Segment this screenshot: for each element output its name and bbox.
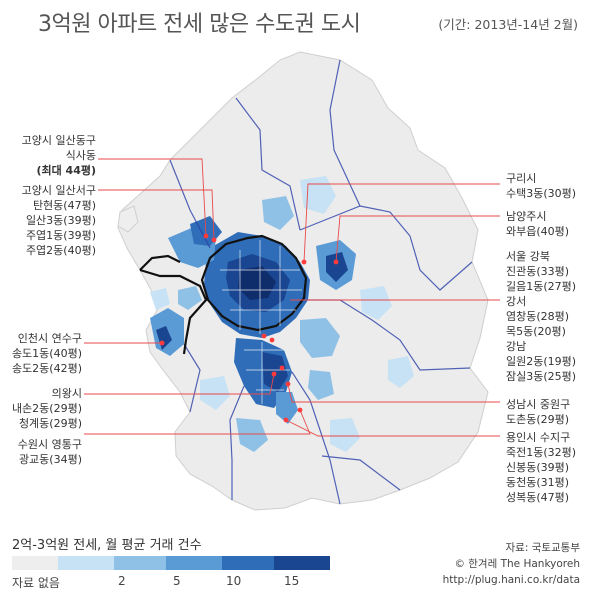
credits-url[interactable]: http://plug.hani.co.kr/data — [442, 574, 580, 586]
marker-6 — [333, 259, 339, 265]
legend-swatch-0 — [12, 556, 58, 570]
marker-5 — [301, 259, 307, 265]
marker-8 — [285, 381, 291, 387]
district-lines — [220, 240, 302, 404]
label-seoul: 서울 강북 진관동(33평) 길음1동(27평) 강서 염창동(28평) 목5동… — [506, 250, 577, 383]
marker-9 — [283, 417, 289, 423]
leader-ilsanseo — [98, 189, 215, 241]
leader-sisa — [98, 158, 207, 237]
leader-namyangju — [335, 215, 500, 263]
label-goyang-ilsan-seo: 고양시 일산서구 탄현동(47평) 일산3동(39평) 주엽1동(39평) 주엽… — [21, 184, 96, 257]
legend-tick-2: 2 — [118, 574, 126, 588]
label-seongnam-jungwon: 성남시 중원구 도촌동(29평) — [506, 398, 571, 426]
page-title: 3억원 아파트 전세 많은 수도권 도시 — [38, 12, 361, 37]
label-guri: 구리시 수택3동(30평) — [506, 172, 577, 200]
legend-no-data-label: 자료 없음 — [12, 576, 60, 590]
legend-tick-10: 10 — [226, 574, 242, 588]
leader-seongnam — [287, 383, 500, 403]
marker-2 — [159, 340, 165, 346]
marker-10 — [279, 365, 285, 371]
marker-7 — [261, 333, 267, 339]
credits: 자료: 국토교통부 © 한겨레 The Hankyoreh http://plu… — [443, 540, 580, 588]
credits-copyright: © 한겨레 The Hankyoreh — [454, 558, 580, 570]
marker-11 — [269, 337, 275, 343]
legend-color-bar — [12, 556, 330, 570]
credits-source: 자료: 국토교통부 — [505, 542, 581, 554]
label-goyang-ilsan-dong: 고양시 일산동구 식사동 (최대 44평) — [21, 134, 96, 177]
leader-yongin — [285, 419, 500, 437]
marker-3 — [271, 371, 277, 377]
legend-title: 2억-3억원 전세, 월 평균 거래 건수 — [12, 538, 202, 553]
marker-1 — [211, 237, 217, 243]
legend-tick-15: 15 — [284, 574, 300, 588]
leader-gwanggyo — [84, 409, 311, 435]
seoul-border — [139, 234, 308, 355]
legend-swatch-4 — [222, 556, 274, 570]
label-uiwang: 의왕시 내손2동(29평) 청계동(29평) — [11, 387, 82, 430]
legend-swatch-3 — [166, 556, 222, 570]
label-suwon-yeongtong: 수원시 영통구 광교동(34평) — [17, 438, 82, 466]
label-incheon-yeonsu: 인천시 연수구 송도1동(40평) 송도2동(42평) — [11, 332, 82, 375]
island-shape — [117, 205, 139, 233]
legend-swatch-5 — [274, 556, 330, 570]
label-yongin-suji: 용인시 수지구 죽전1동(32평) 신봉동(39평) 동천동(31평) 성복동(… — [506, 431, 577, 504]
leader-uiwang — [84, 373, 275, 395]
period-note: (기간: 2013년-14년 2월) — [438, 17, 578, 32]
legend-swatch-2 — [114, 556, 166, 570]
label-namyangju: 남양주시 와부읍(40평) — [506, 210, 570, 238]
apartment-markers — [159, 233, 339, 423]
leader-guri — [303, 183, 500, 263]
marker-0 — [203, 233, 209, 239]
legend-swatch-1 — [58, 556, 114, 570]
marker-4 — [297, 407, 303, 413]
leader-lines — [84, 158, 500, 437]
legend-tick-5: 5 — [173, 574, 181, 588]
